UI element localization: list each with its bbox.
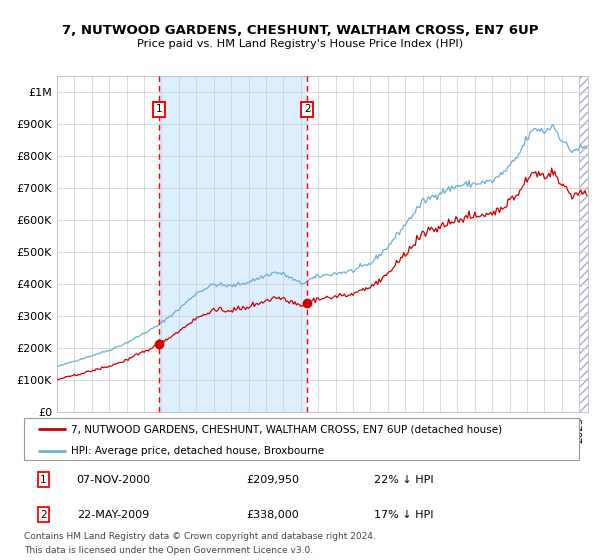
Text: 22% ↓ HPI: 22% ↓ HPI (374, 475, 433, 484)
Text: 17% ↓ HPI: 17% ↓ HPI (374, 510, 433, 520)
Text: Price paid vs. HM Land Registry's House Price Index (HPI): Price paid vs. HM Land Registry's House … (137, 39, 463, 49)
Text: HPI: Average price, detached house, Broxbourne: HPI: Average price, detached house, Brox… (71, 446, 325, 456)
Text: 22-MAY-2009: 22-MAY-2009 (77, 510, 149, 520)
Text: 1: 1 (40, 475, 47, 484)
Text: £209,950: £209,950 (246, 475, 299, 484)
Text: 2: 2 (40, 510, 47, 520)
Text: 07-NOV-2000: 07-NOV-2000 (77, 475, 151, 484)
Bar (159, 76, 307, 412)
Text: £338,000: £338,000 (246, 510, 299, 520)
Text: 1: 1 (155, 104, 162, 114)
Text: This data is licensed under the Open Government Licence v3.0.: This data is licensed under the Open Gov… (24, 547, 313, 556)
Text: 7, NUTWOOD GARDENS, CHESHUNT, WALTHAM CROSS, EN7 6UP (detached house): 7, NUTWOOD GARDENS, CHESHUNT, WALTHAM CR… (71, 424, 502, 434)
Text: Contains HM Land Registry data © Crown copyright and database right 2024.: Contains HM Land Registry data © Crown c… (24, 532, 376, 541)
FancyBboxPatch shape (24, 418, 579, 460)
Text: 7, NUTWOOD GARDENS, CHESHUNT, WALTHAM CROSS, EN7 6UP: 7, NUTWOOD GARDENS, CHESHUNT, WALTHAM CR… (62, 24, 538, 37)
Text: 2: 2 (304, 104, 311, 114)
Bar (579, 76, 588, 412)
